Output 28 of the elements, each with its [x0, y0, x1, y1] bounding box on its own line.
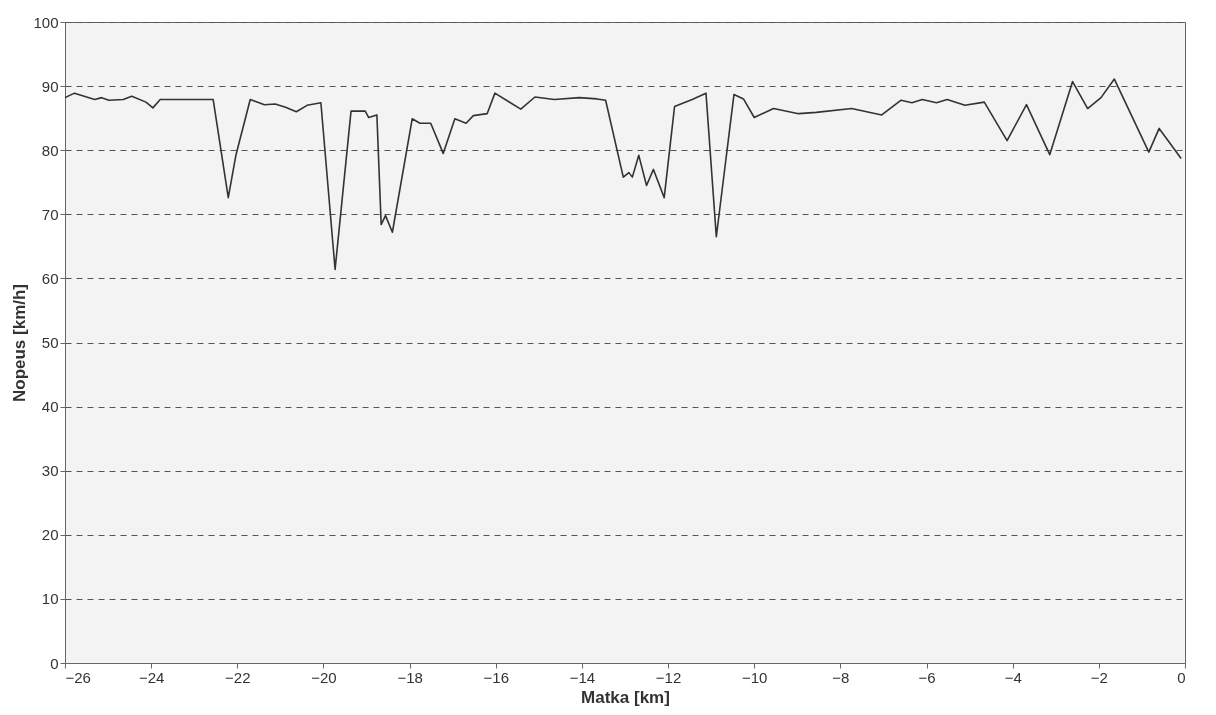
line-series — [64, 78, 1182, 271]
y-axis-title: Nopeus [km/h] — [10, 283, 30, 403]
x-tick-label: −18 — [397, 668, 423, 686]
y-tick-label: 40 — [41, 398, 59, 416]
x-tick-label: −26 — [65, 668, 91, 686]
x-tick-label: −20 — [311, 668, 337, 686]
x-tick-label: −4 — [1004, 668, 1022, 686]
x-tick-label: −12 — [655, 668, 682, 686]
x-tick-label: −2 — [1090, 668, 1108, 686]
y-tick-label: 50 — [41, 334, 59, 351]
y-tick-label: 60 — [41, 269, 59, 287]
y-tick-label: 90 — [41, 77, 59, 95]
y-tick-label: 30 — [41, 462, 59, 480]
y-tick-label: 100 — [33, 13, 59, 31]
x-tick-label: −10 — [742, 668, 768, 686]
x-tick-label: −8 — [832, 668, 850, 686]
y-tick-label: 20 — [41, 526, 59, 544]
x-tick-label: −16 — [483, 668, 509, 686]
x-tick-label: 0 — [1177, 668, 1186, 686]
y-tick-label: 70 — [41, 205, 59, 223]
x-axis-title: Matka [km] — [581, 687, 670, 707]
x-tick-label: −24 — [138, 668, 165, 686]
y-tick-label: 80 — [41, 141, 59, 159]
y-tick-label: 0 — [50, 654, 59, 672]
y-tick-label: 10 — [41, 590, 59, 608]
x-tick-label: −6 — [918, 668, 936, 686]
x-tick-label: −14 — [569, 668, 596, 686]
x-tick-label: −22 — [225, 668, 251, 686]
